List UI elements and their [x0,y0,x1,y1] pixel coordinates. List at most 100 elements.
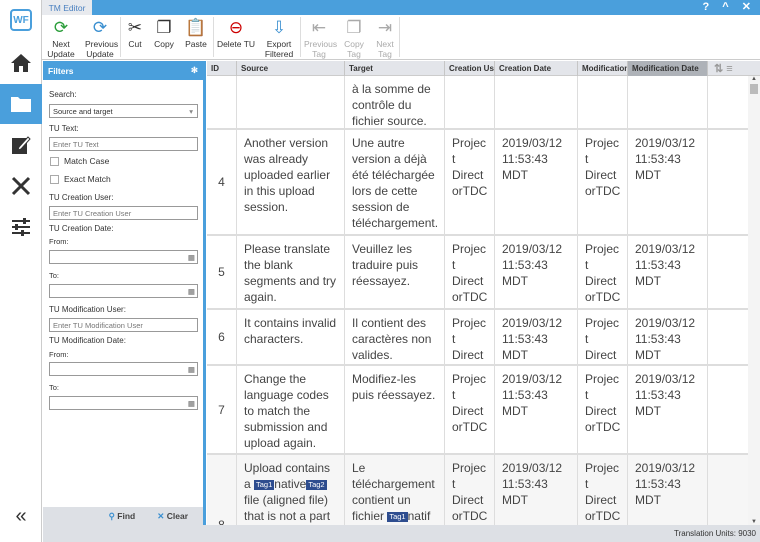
paste-button[interactable]: 📋 Paste [185,18,207,49]
gear-icon[interactable]: ✻ [190,65,198,75]
table-row[interactable]: 4 Another version was already uploaded ea… [207,130,748,236]
cell-muser: Project DirectorTDC [578,455,628,525]
delete-tu-button[interactable]: ⊖ Delete TU [216,18,256,49]
column-options-icon[interactable]: ⇅ ≡ [714,63,733,75]
tab-tm-editor[interactable]: TM Editor [42,0,92,15]
cell-id: 8 [207,455,237,525]
column-header[interactable]: Creation Date [495,61,578,76]
scroll-down-icon[interactable]: ▼ [751,519,757,525]
table-row[interactable]: 5 Please translate the blank segments and… [207,236,748,310]
cell-cuser: Project DirectorTDC [445,455,495,525]
checkbox[interactable] [50,174,59,184]
cell-cuser: Project DirectorTDC [445,236,495,308]
cell-muser: Project DirectorTDC [578,236,628,308]
table-row[interactable]: 7 Change the language codes to match the … [207,366,748,455]
filters-header: Filters ✻ [43,61,203,80]
scroll-thumb[interactable] [750,84,758,94]
copy-tag-button[interactable]: ❐ Copy Tag [344,18,364,59]
cell-mdate: 2019/03/12 11:53:43 MDT [628,130,708,234]
previous-update-button[interactable]: ⟳ Previous Update [85,18,119,59]
divider [399,17,400,57]
creation-user-input[interactable]: Enter TU Creation User [49,206,198,220]
status-bar: Translation Units: 9030 [43,525,760,542]
creation-from-date[interactable]: ▦ [49,250,198,264]
divider [300,17,301,57]
search-label: Search: [49,90,77,99]
mod-to-date[interactable]: ▦ [49,396,198,410]
nav-edit[interactable] [0,125,42,165]
column-header[interactable]: Modification [578,61,628,76]
tu-text-input[interactable]: Enter TU Text [49,137,198,151]
cell-cdate: 2019/03/12 11:53:43 MDT [495,310,578,364]
previous-tag-button[interactable]: ⇤ Previous Tag [304,18,338,59]
copy-tag-icon: ❐ [346,18,362,37]
search-select[interactable]: Source and target ▾ [49,104,198,118]
cut-button[interactable]: ✂ Cut [127,18,143,49]
clear-button[interactable]: ✕ Clear [157,510,188,521]
divider [120,17,121,57]
previous-tag-icon: ⇤ [311,18,327,37]
calendar-icon[interactable]: ▦ [187,398,195,408]
nav-tools[interactable] [0,166,42,206]
tu-grid: ID Source Target Creation Use Creation Date M… [207,61,760,525]
exact-match-checkbox[interactable]: Exact Match [50,174,111,184]
calendar-icon[interactable]: ▦ [187,252,195,262]
text: native [274,477,307,491]
calendar-icon[interactable]: ▦ [187,286,195,296]
cell-mdate: 2019/03/12 11:53:43 MDT [628,236,708,308]
search-icon: ⚲ [108,510,115,521]
inline-tag: Tag1 [254,480,275,490]
column-header[interactable]: ID [207,61,237,76]
cell-target: Le téléchargement contient un fichier Ta… [345,455,445,525]
table-row[interactable]: 6 It contains invalid characters. Il conti… [207,310,748,366]
match-case-checkbox[interactable]: Match Case [50,156,109,166]
cell-target: Modifiez-les puis réessayez. [345,366,445,453]
mod-from-date[interactable]: ▦ [49,362,198,376]
collapse-icon: « [15,504,27,527]
column-header[interactable]: Modification Date [628,61,708,76]
mod-user-input[interactable]: Enter TU Modification User [49,318,198,332]
column-header[interactable]: Target [345,61,445,76]
table-row[interactable]: à la somme de contrôle du fichier source… [207,76,748,130]
next-tag-button[interactable]: ⇥ Next Tag [376,18,394,59]
creation-to-date[interactable]: ▦ [49,284,198,298]
copy-button[interactable]: ❐ Copy [154,18,174,49]
to-label: To: [49,271,60,280]
cell-muser: Project DirectorTDC [578,130,628,234]
filter-actions: ⚲ Find ✕ Clear [43,507,203,525]
cell-id: 7 [207,366,237,453]
scrollbar[interactable]: ▲ ▼ [748,76,760,525]
checkbox[interactable] [50,156,59,166]
refresh-icon: ⟳ [53,18,69,37]
next-update-button[interactable]: ⟳ Next Update [47,18,75,59]
cell-cuser: Project DirectorTDC [445,366,495,453]
copy-icon: ❐ [156,18,172,37]
scroll-up-icon[interactable]: ▲ [751,76,757,82]
nav-folder[interactable] [0,84,42,124]
window-buttons[interactable]: ? ^ ✕ [702,1,756,13]
nav-home[interactable] [0,43,42,83]
column-header[interactable]: Creation Use [445,61,495,76]
cell-source: It contains invalid characters. [237,310,345,364]
table-row[interactable]: 8 Upload contains a Tag1 native Tag2 file (… [207,455,748,525]
mod-user-label: TU Modification User: [49,305,126,314]
from-label: From: [49,237,69,246]
cell-muser [578,76,628,128]
find-button[interactable]: ⚲ Find [108,510,136,521]
close-icon: ✕ [157,510,165,521]
calendar-icon[interactable]: ▦ [187,364,195,374]
cell-muser: Project DirectorTDC [578,366,628,453]
collapse-button[interactable]: « [0,496,42,536]
nav-settings[interactable] [0,207,42,247]
column-header[interactable]: Source [237,61,345,76]
to-label: To: [49,383,60,392]
cell-id: 5 [207,236,237,308]
grid-header: ID Source Target Creation Use Creation Date M… [207,61,760,76]
cell-id [207,76,237,128]
export-filtered-button[interactable]: ⇩ Export Filtered [264,18,294,59]
cell-muser: Project DirectorTDC [578,310,628,364]
tab-bar: TM Editor ? ^ ✕ [42,0,760,15]
chevron-down-icon: ▾ [189,106,193,116]
filters-panel: Filters ✻ Search: Source and target ▾ TU T… [43,61,206,525]
cell-cdate: 2019/03/12 11:53:43 MDT [495,455,578,525]
